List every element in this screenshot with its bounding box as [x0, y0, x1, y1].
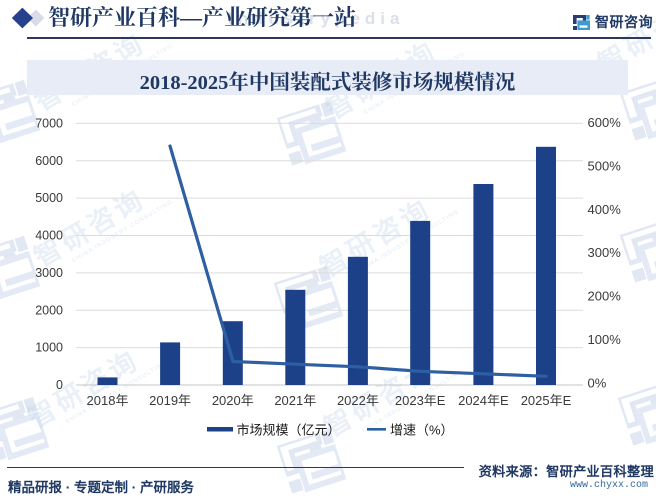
svg-text:2018年: 2018年: [87, 393, 129, 408]
svg-text:2020年: 2020年: [212, 393, 254, 408]
svg-text:2025年E: 2025年E: [521, 393, 572, 408]
svg-text:3000: 3000: [35, 266, 63, 280]
svg-text:300%: 300%: [588, 245, 622, 260]
svg-text:2000: 2000: [35, 303, 63, 317]
svg-text:6000: 6000: [35, 154, 63, 168]
svg-text:600%: 600%: [588, 115, 622, 130]
svg-text:0%: 0%: [588, 375, 607, 390]
svg-text:0: 0: [56, 378, 63, 392]
svg-text:增速（%）: 增速（%）: [390, 423, 454, 438]
svg-text:500%: 500%: [588, 158, 622, 173]
svg-text:2019年: 2019年: [149, 393, 191, 408]
svg-text:5000: 5000: [35, 191, 63, 205]
svg-text:200%: 200%: [588, 289, 622, 304]
svg-text:2023年E: 2023年E: [395, 393, 446, 408]
svg-text:7000: 7000: [35, 117, 63, 131]
svg-text:400%: 400%: [588, 202, 622, 217]
svg-text:100%: 100%: [588, 332, 622, 347]
svg-text:2022年: 2022年: [337, 393, 379, 408]
svg-text:1000: 1000: [35, 341, 63, 355]
svg-text:4000: 4000: [35, 229, 63, 243]
svg-text:市场规模（亿元）: 市场规模（亿元）: [237, 423, 341, 438]
svg-text:2024年E: 2024年E: [458, 393, 509, 408]
svg-text:2021年: 2021年: [274, 393, 316, 408]
